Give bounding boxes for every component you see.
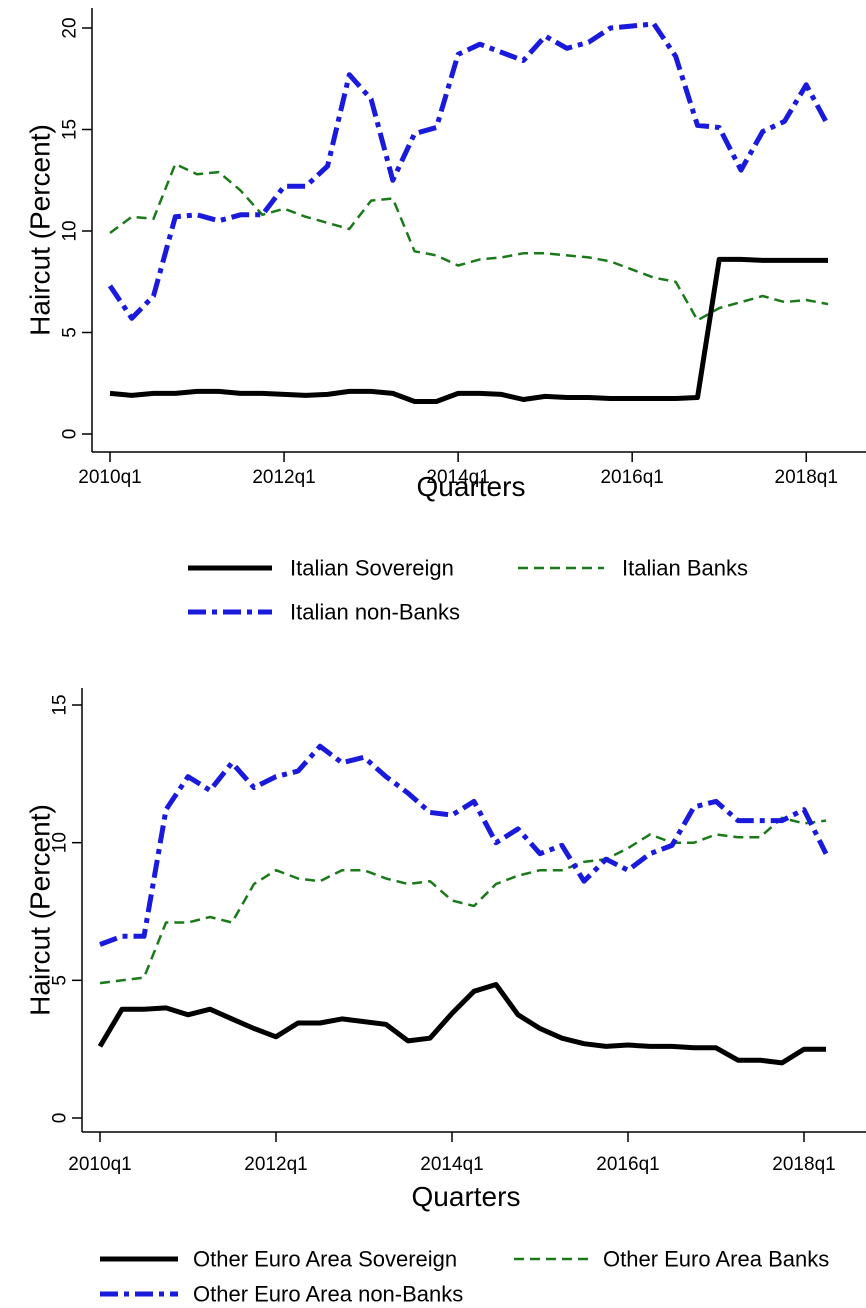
x-tick-label: 2012q1 bbox=[252, 467, 315, 488]
series-line-italian-sovereign bbox=[109, 256, 828, 404]
x-tick-label: 2018q1 bbox=[772, 1154, 835, 1175]
legend-label-italian-non-banks: Italian non-Banks bbox=[290, 600, 460, 625]
x-axis-title: Quarters bbox=[412, 1181, 521, 1212]
legend-label-other-euro-area-non-banks: Other Euro Area non-Banks bbox=[193, 1282, 463, 1307]
legend-label-other-euro-area-banks: Other Euro Area Banks bbox=[603, 1247, 829, 1272]
y-tick-label: 20 bbox=[60, 17, 81, 38]
x-tick-label: 2012q1 bbox=[244, 1154, 307, 1175]
y-tick-label: 10 bbox=[50, 832, 71, 853]
x-tick-label: 2016q1 bbox=[596, 1154, 659, 1175]
y-tick-label: 10 bbox=[60, 220, 81, 241]
chart-italian: 0 5 10 15 20 2010q1 2012q1 2014q1 2016q1 2018q1 Qu… bbox=[25, 8, 866, 625]
series-line-italian-banks bbox=[109, 162, 829, 322]
x-axis-title: Quarters bbox=[417, 471, 526, 502]
y-axis-title: Haircut (Percent) bbox=[25, 124, 56, 336]
y-tick-label: 15 bbox=[60, 119, 81, 140]
series-line-other-euro-area-non-banks bbox=[99, 743, 829, 947]
y-tick-label: 15 bbox=[50, 694, 71, 715]
x-tick-label: 2010q1 bbox=[78, 467, 141, 488]
chart-other-euro-area: 0 5 10 15 2010q1 2012q1 2014q1 2016q1 2018q1 Quar… bbox=[25, 688, 866, 1307]
y-tick-label: 5 bbox=[60, 327, 81, 338]
x-tick-label: 2016q1 bbox=[600, 467, 663, 488]
series-line-italian-non-banks bbox=[107, 21, 831, 321]
series-line-other-euro-area-sovereign bbox=[97, 982, 826, 1066]
legend-label-italian-banks: Italian Banks bbox=[622, 556, 748, 581]
y-tick-label: 0 bbox=[60, 429, 81, 440]
legend-label-italian-sovereign: Italian Sovereign bbox=[290, 556, 454, 581]
x-tick-label: 2014q1 bbox=[420, 1154, 483, 1175]
legend-label-other-euro-area-sovereign: Other Euro Area Sovereign bbox=[193, 1247, 457, 1272]
x-tick-label: 2014q1 bbox=[426, 467, 489, 488]
x-tick-label: 2018q1 bbox=[775, 467, 838, 488]
series-line-other-euro-area-banks bbox=[99, 816, 827, 985]
y-tick-label: 5 bbox=[50, 975, 71, 986]
x-tick-label: 2010q1 bbox=[68, 1154, 131, 1175]
y-tick-label: 0 bbox=[50, 1113, 71, 1124]
y-axis-title: Haircut (Percent) bbox=[25, 804, 56, 1016]
